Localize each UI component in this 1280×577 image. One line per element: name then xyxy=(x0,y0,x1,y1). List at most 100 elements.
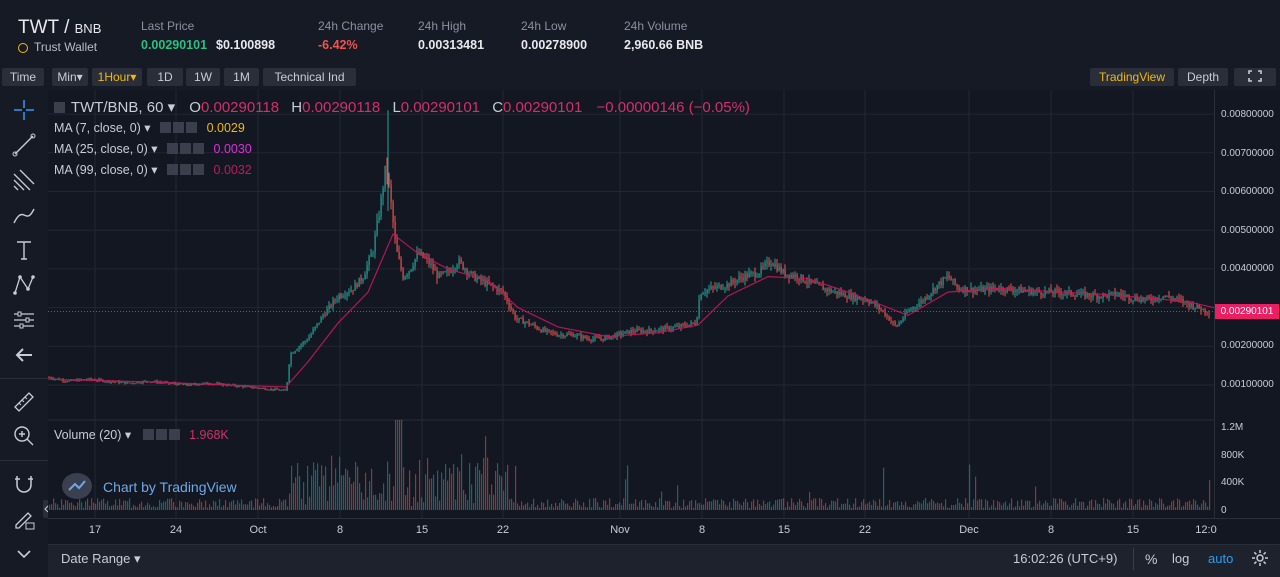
log-toggle[interactable]: log xyxy=(1172,551,1190,566)
text-tool[interactable] xyxy=(10,236,38,264)
candle-body xyxy=(154,380,156,382)
eye-icon[interactable] xyxy=(167,143,179,154)
time-axis[interactable] xyxy=(48,518,1280,545)
volume-bar xyxy=(1179,499,1181,510)
legend-symbol[interactable]: TWT/BNB, 60 ▾ xyxy=(70,99,176,116)
candle-body xyxy=(420,252,422,255)
volume-bar xyxy=(373,494,375,510)
percent-toggle[interactable]: % xyxy=(1145,551,1158,567)
volume-bar xyxy=(351,484,353,510)
lock-drawings-tool[interactable] xyxy=(10,505,38,533)
candle-body xyxy=(604,336,606,341)
candle-body xyxy=(382,188,384,197)
candle-body xyxy=(536,326,538,329)
candle-body xyxy=(928,295,930,299)
gear-icon[interactable] xyxy=(155,429,167,440)
volume-bar xyxy=(1003,503,1005,510)
candle-body xyxy=(516,318,518,320)
ma99-label[interactable]: MA (99, close, 0) ▾ xyxy=(54,163,158,177)
volume-bar xyxy=(1023,505,1025,510)
ma7-label[interactable]: MA (7, close, 0) ▾ xyxy=(54,121,151,135)
volume-bar xyxy=(497,463,499,510)
crosshair-tool[interactable] xyxy=(10,96,38,124)
collapse-legend-icon[interactable] xyxy=(54,102,65,113)
price-chart[interactable] xyxy=(47,90,1215,518)
trend-line-tool[interactable] xyxy=(10,131,38,159)
volume-bar xyxy=(607,504,609,510)
measure-tool[interactable] xyxy=(10,388,38,416)
collapse-toolbar-button[interactable] xyxy=(43,500,51,518)
eye-icon[interactable] xyxy=(160,122,172,133)
candle-body xyxy=(322,315,324,318)
pattern-tool[interactable] xyxy=(10,271,38,299)
close-icon[interactable] xyxy=(193,164,205,175)
volume-bar xyxy=(349,477,351,510)
chevron-left-icon xyxy=(44,505,49,513)
time-button[interactable]: Time xyxy=(2,68,44,86)
gear-icon[interactable] xyxy=(173,122,185,133)
fib-tool[interactable] xyxy=(10,166,38,194)
technical-indicator-button[interactable]: Technical Ind xyxy=(263,68,356,86)
interval-1m[interactable]: 1M xyxy=(224,68,259,86)
volume-bar xyxy=(1145,504,1147,510)
candle-body xyxy=(508,301,510,308)
auto-toggle[interactable]: auto xyxy=(1208,551,1234,566)
volume-bar xyxy=(299,476,301,510)
candle-body xyxy=(1132,300,1134,302)
gear-icon[interactable] xyxy=(180,164,192,175)
ma25-label[interactable]: MA (25, close, 0) ▾ xyxy=(54,142,158,156)
magnet-tool[interactable] xyxy=(10,470,38,498)
candle-body xyxy=(764,263,766,267)
volume-bar xyxy=(731,507,733,510)
volume-bar xyxy=(757,499,759,510)
candle-body xyxy=(268,389,270,391)
volume-bar xyxy=(765,504,767,510)
interval-1d[interactable]: 1D xyxy=(147,68,183,86)
volume-bar xyxy=(239,503,241,510)
volume-bar xyxy=(921,503,923,510)
fullscreen-button[interactable] xyxy=(1234,68,1276,86)
tradingview-watermark[interactable]: Chart by TradingView xyxy=(103,479,237,495)
more-tools[interactable] xyxy=(10,540,38,568)
close-icon[interactable] xyxy=(193,143,205,154)
back-tool[interactable] xyxy=(10,341,38,369)
settings-button[interactable] xyxy=(1251,549,1269,567)
eye-icon[interactable] xyxy=(167,164,179,175)
volume-bar xyxy=(1093,507,1095,510)
candle-body xyxy=(350,289,352,293)
volume-bar xyxy=(157,506,159,510)
candle-body xyxy=(934,288,936,291)
candle-body xyxy=(574,336,576,338)
min-dropdown[interactable]: Min▾ xyxy=(52,68,88,86)
brush-tool[interactable] xyxy=(10,201,38,229)
prediction-tool[interactable] xyxy=(10,306,38,334)
candle-body xyxy=(646,331,648,334)
volume-bar xyxy=(399,420,401,510)
eye-icon[interactable] xyxy=(142,429,154,440)
volume-bar xyxy=(725,504,727,510)
candle-body xyxy=(782,269,784,273)
candle-body xyxy=(684,324,686,327)
volume-bar xyxy=(439,500,441,510)
volume-bar xyxy=(333,485,335,510)
depth-tab[interactable]: Depth xyxy=(1178,68,1228,86)
interval-1w[interactable]: 1W xyxy=(186,68,220,86)
candle-body xyxy=(638,328,640,330)
candle-body xyxy=(532,324,534,326)
close-icon[interactable] xyxy=(168,429,180,440)
candle-body xyxy=(456,265,458,269)
candle-body xyxy=(302,342,304,345)
hour-dropdown[interactable]: 1Hour▾ xyxy=(92,68,142,86)
gear-icon[interactable] xyxy=(180,143,192,154)
close-icon[interactable] xyxy=(186,122,198,133)
volume-bar xyxy=(463,489,465,510)
tradingview-tab[interactable]: TradingView xyxy=(1090,68,1174,86)
volume-bar xyxy=(1155,502,1157,510)
volume-indicator-label[interactable]: Volume (20) ▾ xyxy=(54,428,132,442)
date-range-dropdown[interactable]: Date Range ▾ xyxy=(61,551,141,566)
volume-bar xyxy=(225,500,227,510)
zoom-tool[interactable] xyxy=(10,422,38,450)
volume-bar xyxy=(455,499,457,510)
candle-body xyxy=(818,282,820,285)
volume-bar xyxy=(341,475,343,510)
